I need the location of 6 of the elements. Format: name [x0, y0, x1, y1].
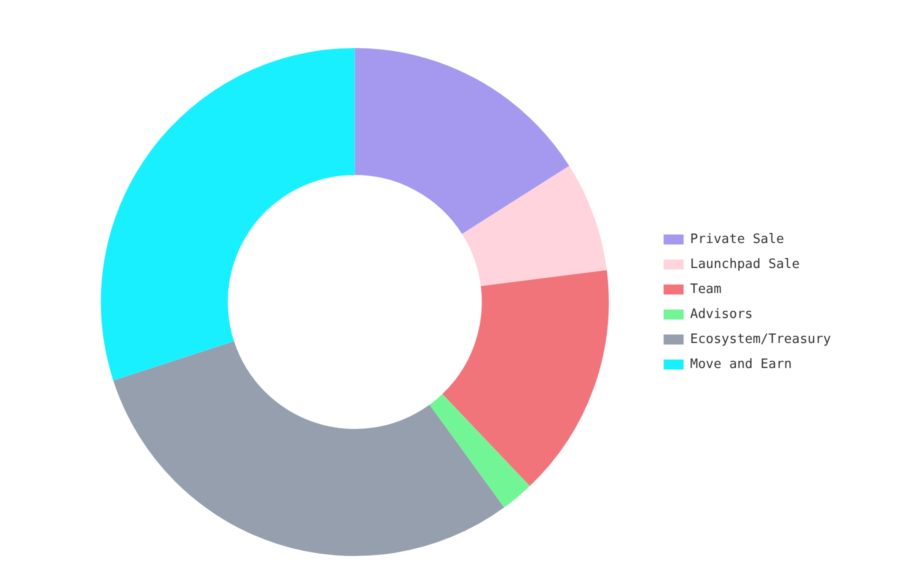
legend-label: Move and Earn: [690, 356, 792, 372]
legend-label: Team: [690, 282, 722, 297]
legend-label: Ecosystem/Treasury: [690, 332, 832, 347]
legend-label: Private Sale: [690, 232, 784, 247]
legend-label: Advisors: [690, 306, 753, 322]
legend-label: Launchpad Sale: [690, 256, 800, 272]
